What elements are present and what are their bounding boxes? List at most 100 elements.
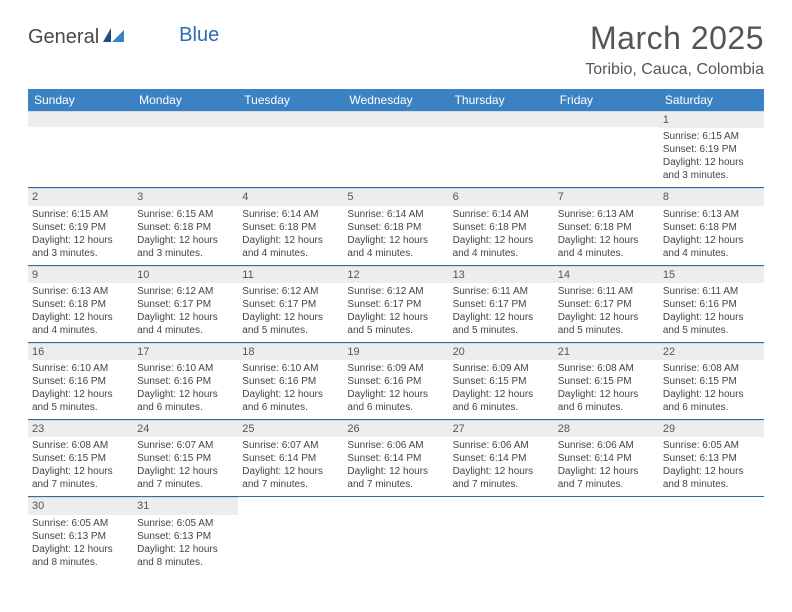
daylight-line-2: and 6 minutes. [137,401,234,414]
day-number: 9 [28,266,133,283]
logo-flag-icon [103,26,127,49]
daylight-line-2: and 5 minutes. [663,324,760,337]
daylight-line-2: and 5 minutes. [347,324,444,337]
daylight-line-2: and 4 minutes. [558,247,655,260]
sunrise-line: Sunrise: 6:12 AM [137,285,234,298]
day-number: 28 [554,420,659,437]
daylight-line-2: and 4 minutes. [242,247,339,260]
day-details: Sunrise: 6:15 AMSunset: 6:19 PMDaylight:… [28,206,133,265]
calendar-empty-cell [449,111,554,188]
logo: General Blue [28,20,219,49]
sunrise-line: Sunrise: 6:12 AM [347,285,444,298]
calendar-day-cell: 30Sunrise: 6:05 AMSunset: 6:13 PMDayligh… [28,497,133,574]
day-number: 8 [659,188,764,205]
daylight-line-1: Daylight: 12 hours [242,465,339,478]
calendar-day-cell: 31Sunrise: 6:05 AMSunset: 6:13 PMDayligh… [133,497,238,574]
calendar-week-row: 16Sunrise: 6:10 AMSunset: 6:16 PMDayligh… [28,342,764,419]
daylight-line-1: Daylight: 12 hours [137,388,234,401]
sunset-line: Sunset: 6:18 PM [663,221,760,234]
daylight-line-2: and 5 minutes. [558,324,655,337]
daylight-line-2: and 6 minutes. [453,401,550,414]
dayname-header: Tuesday [238,89,343,111]
daylight-line-1: Daylight: 12 hours [242,234,339,247]
sunrise-line: Sunrise: 6:10 AM [137,362,234,375]
daylight-line-1: Daylight: 12 hours [347,388,444,401]
calendar-day-cell: 7Sunrise: 6:13 AMSunset: 6:18 PMDaylight… [554,188,659,265]
sunset-line: Sunset: 6:15 PM [558,375,655,388]
day-details: Sunrise: 6:12 AMSunset: 6:17 PMDaylight:… [133,283,238,342]
calendar-empty-cell [659,497,764,574]
calendar-day-cell: 27Sunrise: 6:06 AMSunset: 6:14 PMDayligh… [449,420,554,497]
sunrise-line: Sunrise: 6:05 AM [32,517,129,530]
sunset-line: Sunset: 6:19 PM [32,221,129,234]
sunset-line: Sunset: 6:16 PM [663,298,760,311]
day-number: 23 [28,420,133,437]
calendar-day-cell: 11Sunrise: 6:12 AMSunset: 6:17 PMDayligh… [238,265,343,342]
daylight-line-1: Daylight: 12 hours [663,311,760,324]
daylight-line-1: Daylight: 12 hours [32,543,129,556]
calendar-day-cell: 14Sunrise: 6:11 AMSunset: 6:17 PMDayligh… [554,265,659,342]
sunset-line: Sunset: 6:13 PM [137,530,234,543]
day-details: Sunrise: 6:06 AMSunset: 6:14 PMDaylight:… [554,437,659,496]
calendar-week-row: 1Sunrise: 6:15 AMSunset: 6:19 PMDaylight… [28,111,764,188]
day-number: 24 [133,420,238,437]
calendar-empty-cell [554,497,659,574]
calendar-day-cell: 21Sunrise: 6:08 AMSunset: 6:15 PMDayligh… [554,342,659,419]
calendar-day-cell: 9Sunrise: 6:13 AMSunset: 6:18 PMDaylight… [28,265,133,342]
calendar-day-cell: 25Sunrise: 6:07 AMSunset: 6:14 PMDayligh… [238,420,343,497]
daylight-line-1: Daylight: 12 hours [663,234,760,247]
location-subtitle: Toribio, Cauca, Colombia [585,61,764,79]
sunrise-line: Sunrise: 6:05 AM [663,439,760,452]
sunrise-line: Sunrise: 6:13 AM [558,208,655,221]
day-number: 12 [343,266,448,283]
day-number: 30 [28,497,133,514]
calendar-empty-cell [238,497,343,574]
daylight-line-2: and 4 minutes. [663,247,760,260]
calendar-empty-cell [449,497,554,574]
calendar-day-cell: 6Sunrise: 6:14 AMSunset: 6:18 PMDaylight… [449,188,554,265]
day-number: 19 [343,343,448,360]
day-number: 15 [659,266,764,283]
sunrise-line: Sunrise: 6:11 AM [558,285,655,298]
sunset-line: Sunset: 6:13 PM [663,452,760,465]
day-number: 20 [449,343,554,360]
calendar-day-cell: 5Sunrise: 6:14 AMSunset: 6:18 PMDaylight… [343,188,448,265]
dayname-header: Thursday [449,89,554,111]
sunset-line: Sunset: 6:18 PM [558,221,655,234]
sunrise-line: Sunrise: 6:15 AM [663,130,760,143]
empty-day-strip [28,111,133,127]
day-details: Sunrise: 6:12 AMSunset: 6:17 PMDaylight:… [343,283,448,342]
day-details: Sunrise: 6:11 AMSunset: 6:17 PMDaylight:… [449,283,554,342]
daylight-line-2: and 6 minutes. [558,401,655,414]
calendar-day-cell: 13Sunrise: 6:11 AMSunset: 6:17 PMDayligh… [449,265,554,342]
calendar-day-cell: 3Sunrise: 6:15 AMSunset: 6:18 PMDaylight… [133,188,238,265]
daylight-line-1: Daylight: 12 hours [453,465,550,478]
day-details: Sunrise: 6:07 AMSunset: 6:15 PMDaylight:… [133,437,238,496]
dayname-header: Wednesday [343,89,448,111]
calendar-table: SundayMondayTuesdayWednesdayThursdayFrid… [28,89,764,574]
calendar-day-cell: 23Sunrise: 6:08 AMSunset: 6:15 PMDayligh… [28,420,133,497]
daylight-line-2: and 4 minutes. [347,247,444,260]
logo-word2: Blue [179,24,219,47]
daylight-line-1: Daylight: 12 hours [453,234,550,247]
day-number: 16 [28,343,133,360]
title-block: March 2025 Toribio, Cauca, Colombia [585,20,764,79]
calendar-week-row: 30 Sunrise: 6:05 AM Sunset: 6:13 PM Dayligh… [28,497,764,574]
day-number: 21 [554,343,659,360]
daylight-line-1: Daylight: 12 hours [32,311,129,324]
daylight-line-1: Daylight: 12 hours [453,388,550,401]
empty-day-strip [554,111,659,127]
sunset-line: Sunset: 6:15 PM [663,375,760,388]
daylight-line-2: and 7 minutes. [558,478,655,491]
daylight-line-2: and 7 minutes. [347,478,444,491]
daylight-line-1: Daylight: 12 hours [663,465,760,478]
daylight-line-2: and 8 minutes. [137,556,234,569]
sunrise-line: Sunrise: 6:10 AM [242,362,339,375]
daylight-line-2: and 7 minutes. [453,478,550,491]
sunset-line: Sunset: 6:14 PM [453,452,550,465]
daylight-line-2: and 8 minutes. [663,478,760,491]
day-details: Sunrise: 6:14 AMSunset: 6:18 PMDaylight:… [238,206,343,265]
sunset-line: Sunset: 6:14 PM [558,452,655,465]
calendar-empty-cell [238,111,343,188]
day-details: Sunrise: 6:08 AMSunset: 6:15 PMDaylight:… [554,360,659,419]
